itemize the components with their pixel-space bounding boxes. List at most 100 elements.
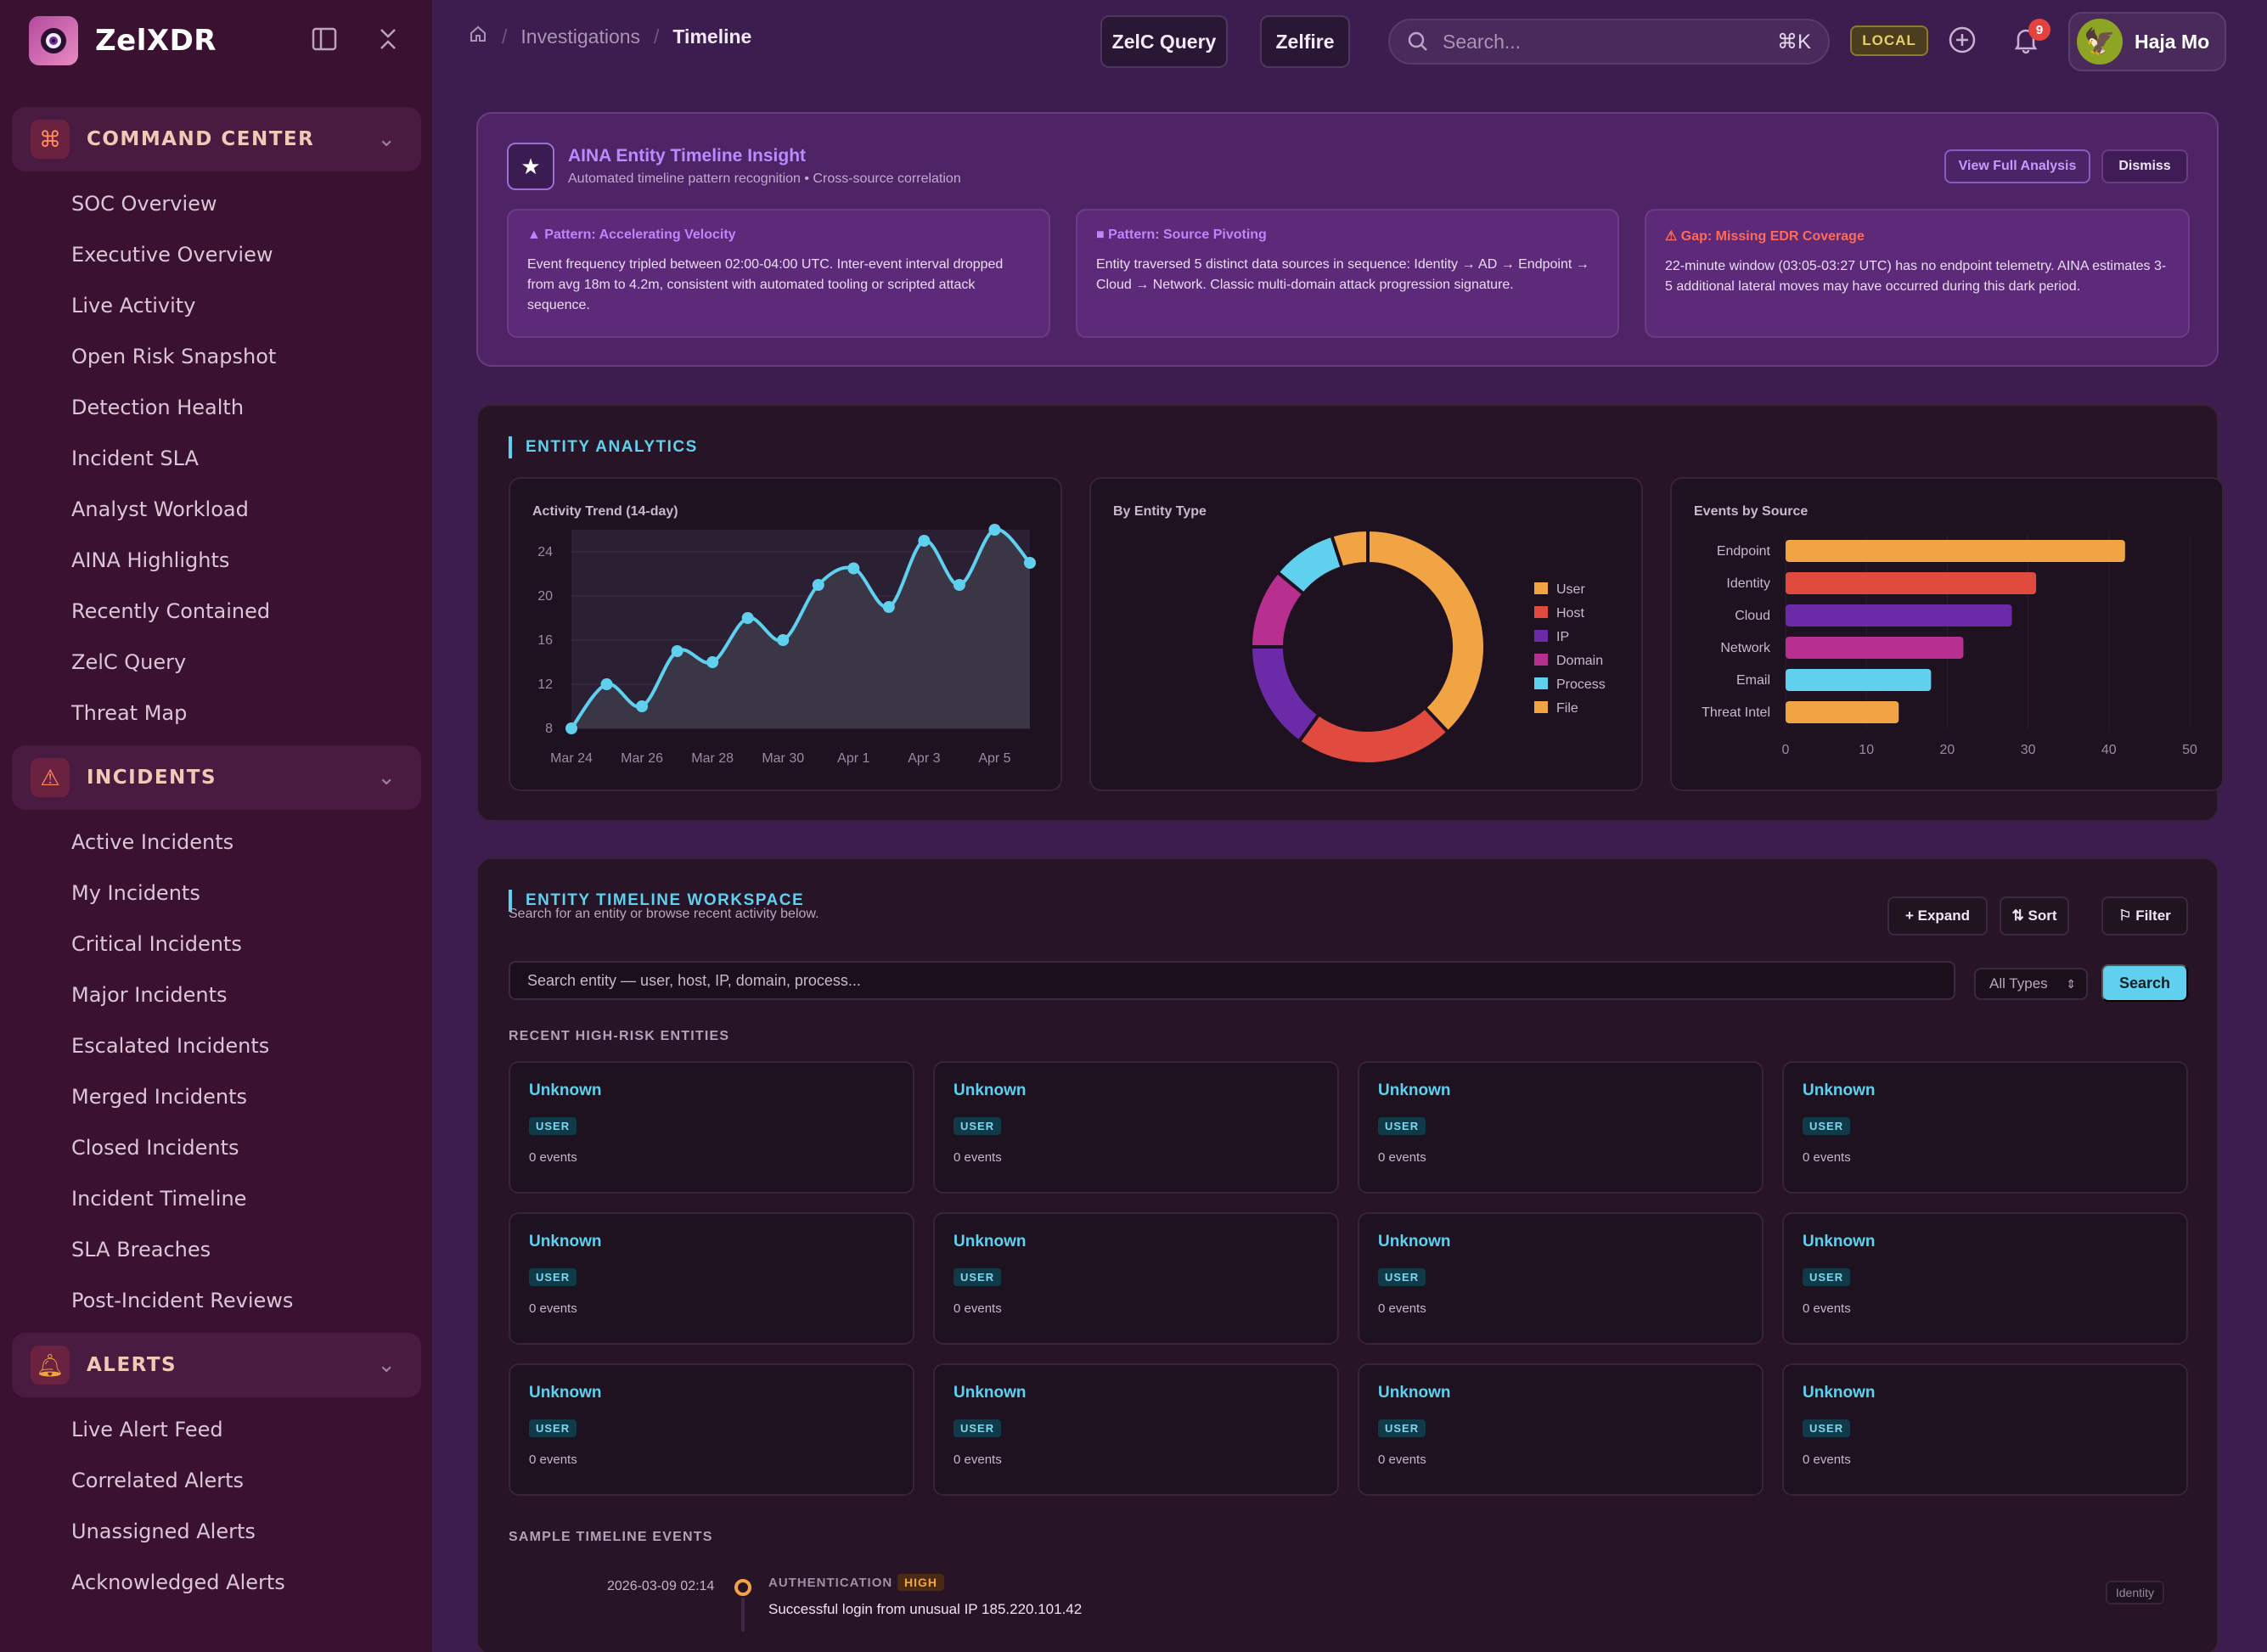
- x-tick-label: Mar 24: [550, 751, 593, 766]
- sidebar-item-critical-incidents[interactable]: Critical Incidents: [71, 932, 242, 956]
- sidebar-item-detection-health[interactable]: Detection Health: [71, 396, 245, 419]
- entity-card[interactable]: Unknown USER 0 events: [1782, 1212, 2188, 1345]
- entity-card[interactable]: Unknown USER 0 events: [1358, 1061, 1764, 1194]
- gap-title: ⚠ Gap: Missing EDR Coverage: [1665, 229, 1865, 244]
- legend-label: IP: [1556, 630, 1569, 644]
- data-point: [636, 700, 649, 712]
- chart-title: Activity Trend (14-day): [532, 504, 678, 519]
- sidebar-item-my-incidents[interactable]: My Incidents: [71, 881, 200, 905]
- filter-button[interactable]: ⚐ Filter: [2101, 896, 2188, 936]
- section-incidents[interactable]: ⚠ INCIDENTS ⌄: [12, 745, 421, 810]
- event-category: AUTHENTICATION: [768, 1576, 893, 1590]
- entity-card[interactable]: Unknown USER 0 events: [933, 1212, 1339, 1345]
- section-alerts[interactable]: 🔔︎ ALERTS ⌄: [12, 1333, 421, 1397]
- donut-slice: [1297, 705, 1451, 766]
- toggle-sidebar-icon[interactable]: [311, 25, 338, 59]
- section-label: ALERTS: [87, 1354, 177, 1376]
- entity-event-count: 0 events: [529, 1150, 577, 1165]
- entity-card[interactable]: Unknown USER 0 events: [1782, 1363, 2188, 1496]
- data-point: [882, 601, 895, 613]
- command-center-nav: SOC Overview Executive Overview Live Act…: [0, 178, 432, 739]
- sidebar-item-live-alert-feed[interactable]: Live Alert Feed: [71, 1418, 223, 1441]
- entity-event-count: 0 events: [529, 1453, 577, 1467]
- entity-type-chart: By Entity Type User Host IP Domain Process Fi…: [1089, 477, 1643, 791]
- entity-event-count: 0 events: [1803, 1150, 1851, 1165]
- bar: [1786, 701, 1899, 723]
- entity-search-input[interactable]: Search entity — user, host, IP, domain, …: [509, 961, 1955, 1000]
- x-tick-label: Apr 5: [978, 751, 1010, 766]
- sidebar-item-active-incidents[interactable]: Active Incidents: [71, 830, 234, 854]
- user-menu[interactable]: 🦅 Haja Mo: [2068, 12, 2226, 71]
- view-full-analysis-button[interactable]: View Full Analysis: [1944, 149, 2090, 183]
- sidebar-item-analyst-workload[interactable]: Analyst Workload: [71, 497, 249, 521]
- sort-button[interactable]: ⇅ Sort: [2000, 896, 2069, 936]
- entity-type-badge: USER: [529, 1419, 577, 1437]
- chevron-down-icon: ⌄: [377, 1351, 396, 1377]
- entity-type-badge: USER: [1378, 1117, 1426, 1135]
- sidebar: ZelXDR ⌘ COMMAND CENTER ⌄ SOC Overview E…: [0, 0, 433, 1652]
- entity-card[interactable]: Unknown USER 0 events: [1782, 1061, 2188, 1194]
- home-icon[interactable]: [468, 24, 488, 49]
- sidebar-item-post-incident-reviews[interactable]: Post-Incident Reviews: [71, 1289, 294, 1312]
- legend-swatch: [1534, 701, 1548, 713]
- legend-label: File: [1556, 701, 1578, 716]
- x-tick-label: 40: [2101, 743, 2117, 757]
- sidebar-item-soc-overview[interactable]: SOC Overview: [71, 192, 217, 216]
- sidebar-item-recently-contained[interactable]: Recently Contained: [71, 599, 271, 623]
- sidebar-item-aina-highlights[interactable]: AINA Highlights: [71, 548, 230, 572]
- sidebar-item-correlated-alerts[interactable]: Correlated Alerts: [71, 1469, 245, 1492]
- search-input[interactable]: Search...: [1443, 30, 1522, 53]
- entity-card[interactable]: Unknown USER 0 events: [1358, 1363, 1764, 1496]
- dismiss-button[interactable]: Dismiss: [2101, 149, 2188, 183]
- x-tick-label: Apr 3: [908, 751, 940, 766]
- breadcrumb-investigations[interactable]: Investigations: [520, 25, 641, 48]
- pattern-title: ■ Pattern: Source Pivoting: [1096, 228, 1267, 242]
- events-by-source-svg: 0 10 20 30 40 50 Endpoint Identity Cloud Network E…: [1702, 535, 2197, 757]
- sidebar-item-zelc-query[interactable]: ZelC Query: [71, 650, 187, 674]
- entity-card[interactable]: Unknown USER 0 events: [509, 1363, 914, 1496]
- zelfire-button[interactable]: Zelfire: [1260, 15, 1350, 68]
- sidebar-item-major-incidents[interactable]: Major Incidents: [71, 983, 228, 1007]
- sidebar-item-threat-map[interactable]: Threat Map: [71, 701, 188, 725]
- sidebar-item-unassigned-alerts[interactable]: Unassigned Alerts: [71, 1520, 256, 1543]
- section-command-center[interactable]: ⌘ COMMAND CENTER ⌄: [12, 107, 421, 171]
- sidebar-item-acknowledged-alerts[interactable]: Acknowledged Alerts: [71, 1571, 285, 1594]
- legend-swatch: [1534, 630, 1548, 642]
- sidebar-item-open-risk-snapshot[interactable]: Open Risk Snapshot: [71, 345, 277, 368]
- insight-subtitle: Automated timeline pattern recognition •…: [568, 171, 961, 186]
- legend-label: Domain: [1556, 654, 1603, 668]
- x-tick-label: 20: [1940, 743, 1955, 757]
- breadcrumb-current: Timeline: [672, 25, 752, 48]
- entity-card[interactable]: Unknown USER 0 events: [1358, 1212, 1764, 1345]
- breadcrumb-separator: /: [502, 25, 508, 48]
- chevron-down-icon: ⌄: [377, 764, 396, 789]
- entity-card[interactable]: Unknown USER 0 events: [933, 1061, 1339, 1194]
- sidebar-item-live-activity[interactable]: Live Activity: [71, 294, 196, 317]
- sidebar-item-closed-incidents[interactable]: Closed Incidents: [71, 1136, 239, 1160]
- entity-search-button[interactable]: Search: [2101, 964, 2188, 1002]
- entity-card[interactable]: Unknown USER 0 events: [933, 1363, 1339, 1496]
- entity-card[interactable]: Unknown USER 0 events: [509, 1212, 914, 1345]
- entity-event-count: 0 events: [953, 1150, 1002, 1165]
- global-search[interactable]: Search... ⌘K: [1388, 19, 1830, 65]
- x-tick-label: Mar 28: [691, 751, 734, 766]
- sidebar-item-incident-sla[interactable]: Incident SLA: [71, 447, 199, 470]
- expand-button[interactable]: + Expand: [1887, 896, 1988, 936]
- sidebar-item-executive-overview[interactable]: Executive Overview: [71, 243, 273, 267]
- entity-name: Unknown: [1378, 1233, 1451, 1250]
- entity-card[interactable]: Unknown USER 0 events: [509, 1061, 914, 1194]
- entity-type-select[interactable]: All Types ⇕: [1974, 968, 2088, 1000]
- analytics-heading: ENTITY ANALYTICS: [509, 436, 698, 458]
- zelc-query-button[interactable]: ZelC Query: [1100, 15, 1228, 68]
- timeline-event[interactable]: 2026-03-09 02:14 AUTHENTICATION HIGH Suc…: [509, 1564, 2188, 1632]
- sidebar-item-escalated-incidents[interactable]: Escalated Incidents: [71, 1034, 270, 1058]
- data-point: [741, 612, 754, 624]
- add-icon[interactable]: [1948, 25, 1977, 62]
- pattern-title: ▲ Pattern: Accelerating Velocity: [527, 228, 736, 242]
- sidebar-item-sla-breaches[interactable]: SLA Breaches: [71, 1238, 211, 1261]
- collapse-all-icon[interactable]: [375, 25, 401, 59]
- sidebar-item-merged-incidents[interactable]: Merged Incidents: [71, 1085, 248, 1109]
- bar: [1786, 669, 1932, 691]
- main-content: / Investigations / Timeline ZelC Query Z…: [434, 0, 2267, 1652]
- sidebar-item-incident-timeline[interactable]: Incident Timeline: [71, 1187, 247, 1211]
